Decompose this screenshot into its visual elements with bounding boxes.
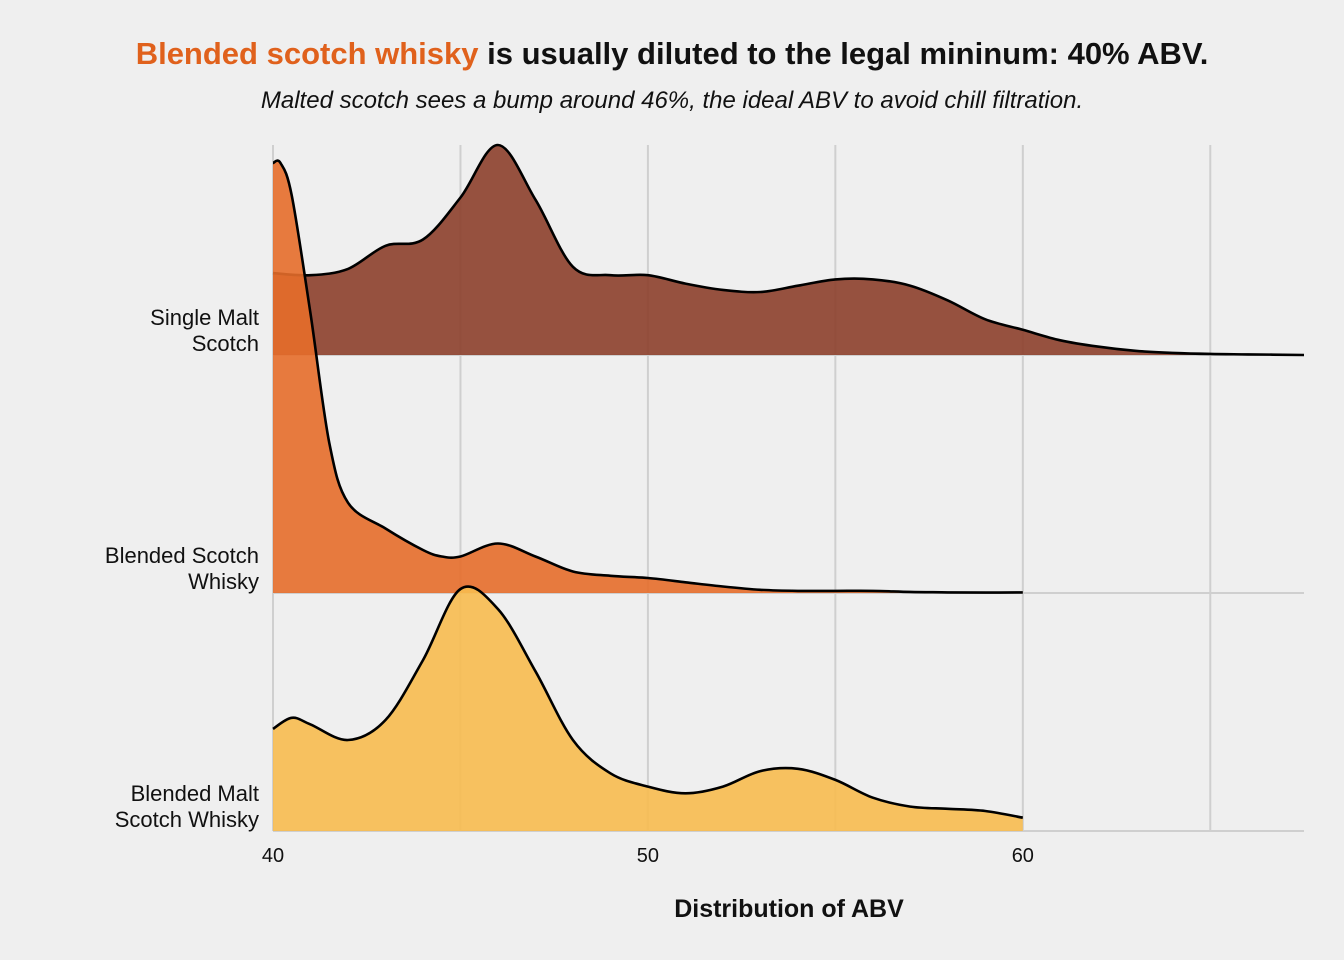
chart-title: Blended scotch whisky is usually diluted… [136, 36, 1209, 71]
y-label-line: Scotch [192, 331, 259, 356]
y-label-line: Scotch Whisky [115, 807, 259, 832]
ridge-area-single-malt-scotch [273, 144, 1304, 355]
y-label-blended-malt-scotch-whisky: Blended Malt Scotch Whisky [115, 781, 259, 832]
y-label-line: Blended Malt [131, 781, 259, 806]
x-tick-label-40: 40 [262, 845, 284, 867]
y-label-line: Whisky [188, 569, 259, 594]
ridge-line-blended-scotch-whisky [272, 159, 1023, 594]
ridge-line-blended-malt-scotch-whisky [272, 585, 1024, 819]
title-rest: is usually diluted to the legal mininum:… [479, 36, 1209, 71]
ridge-area-blended-scotch-whisky [273, 160, 1023, 593]
title-highlight: Blended scotch whisky [136, 36, 480, 71]
ridge-area-blended-malt-scotch-whisky [273, 586, 1023, 831]
x-tick-label-50: 50 [637, 845, 659, 867]
ridges [272, 143, 1305, 831]
y-label-single-malt-scotch: Single Malt Scotch [150, 305, 259, 356]
x-tick-label-60: 60 [1012, 845, 1034, 867]
chart-subtitle: Malted scotch sees a bump around 46%, th… [261, 87, 1083, 114]
y-label-line: Single Malt [150, 305, 259, 330]
x-axis-ticks: 40 50 60 [262, 845, 1034, 867]
y-label-line: Blended Scotch [105, 543, 259, 568]
ridge-line-single-malt-scotch [272, 143, 1305, 357]
y-label-blended-scotch-whisky: Blended Scotch Whisky [105, 543, 259, 594]
x-axis-label: Distribution of ABV [674, 895, 904, 923]
